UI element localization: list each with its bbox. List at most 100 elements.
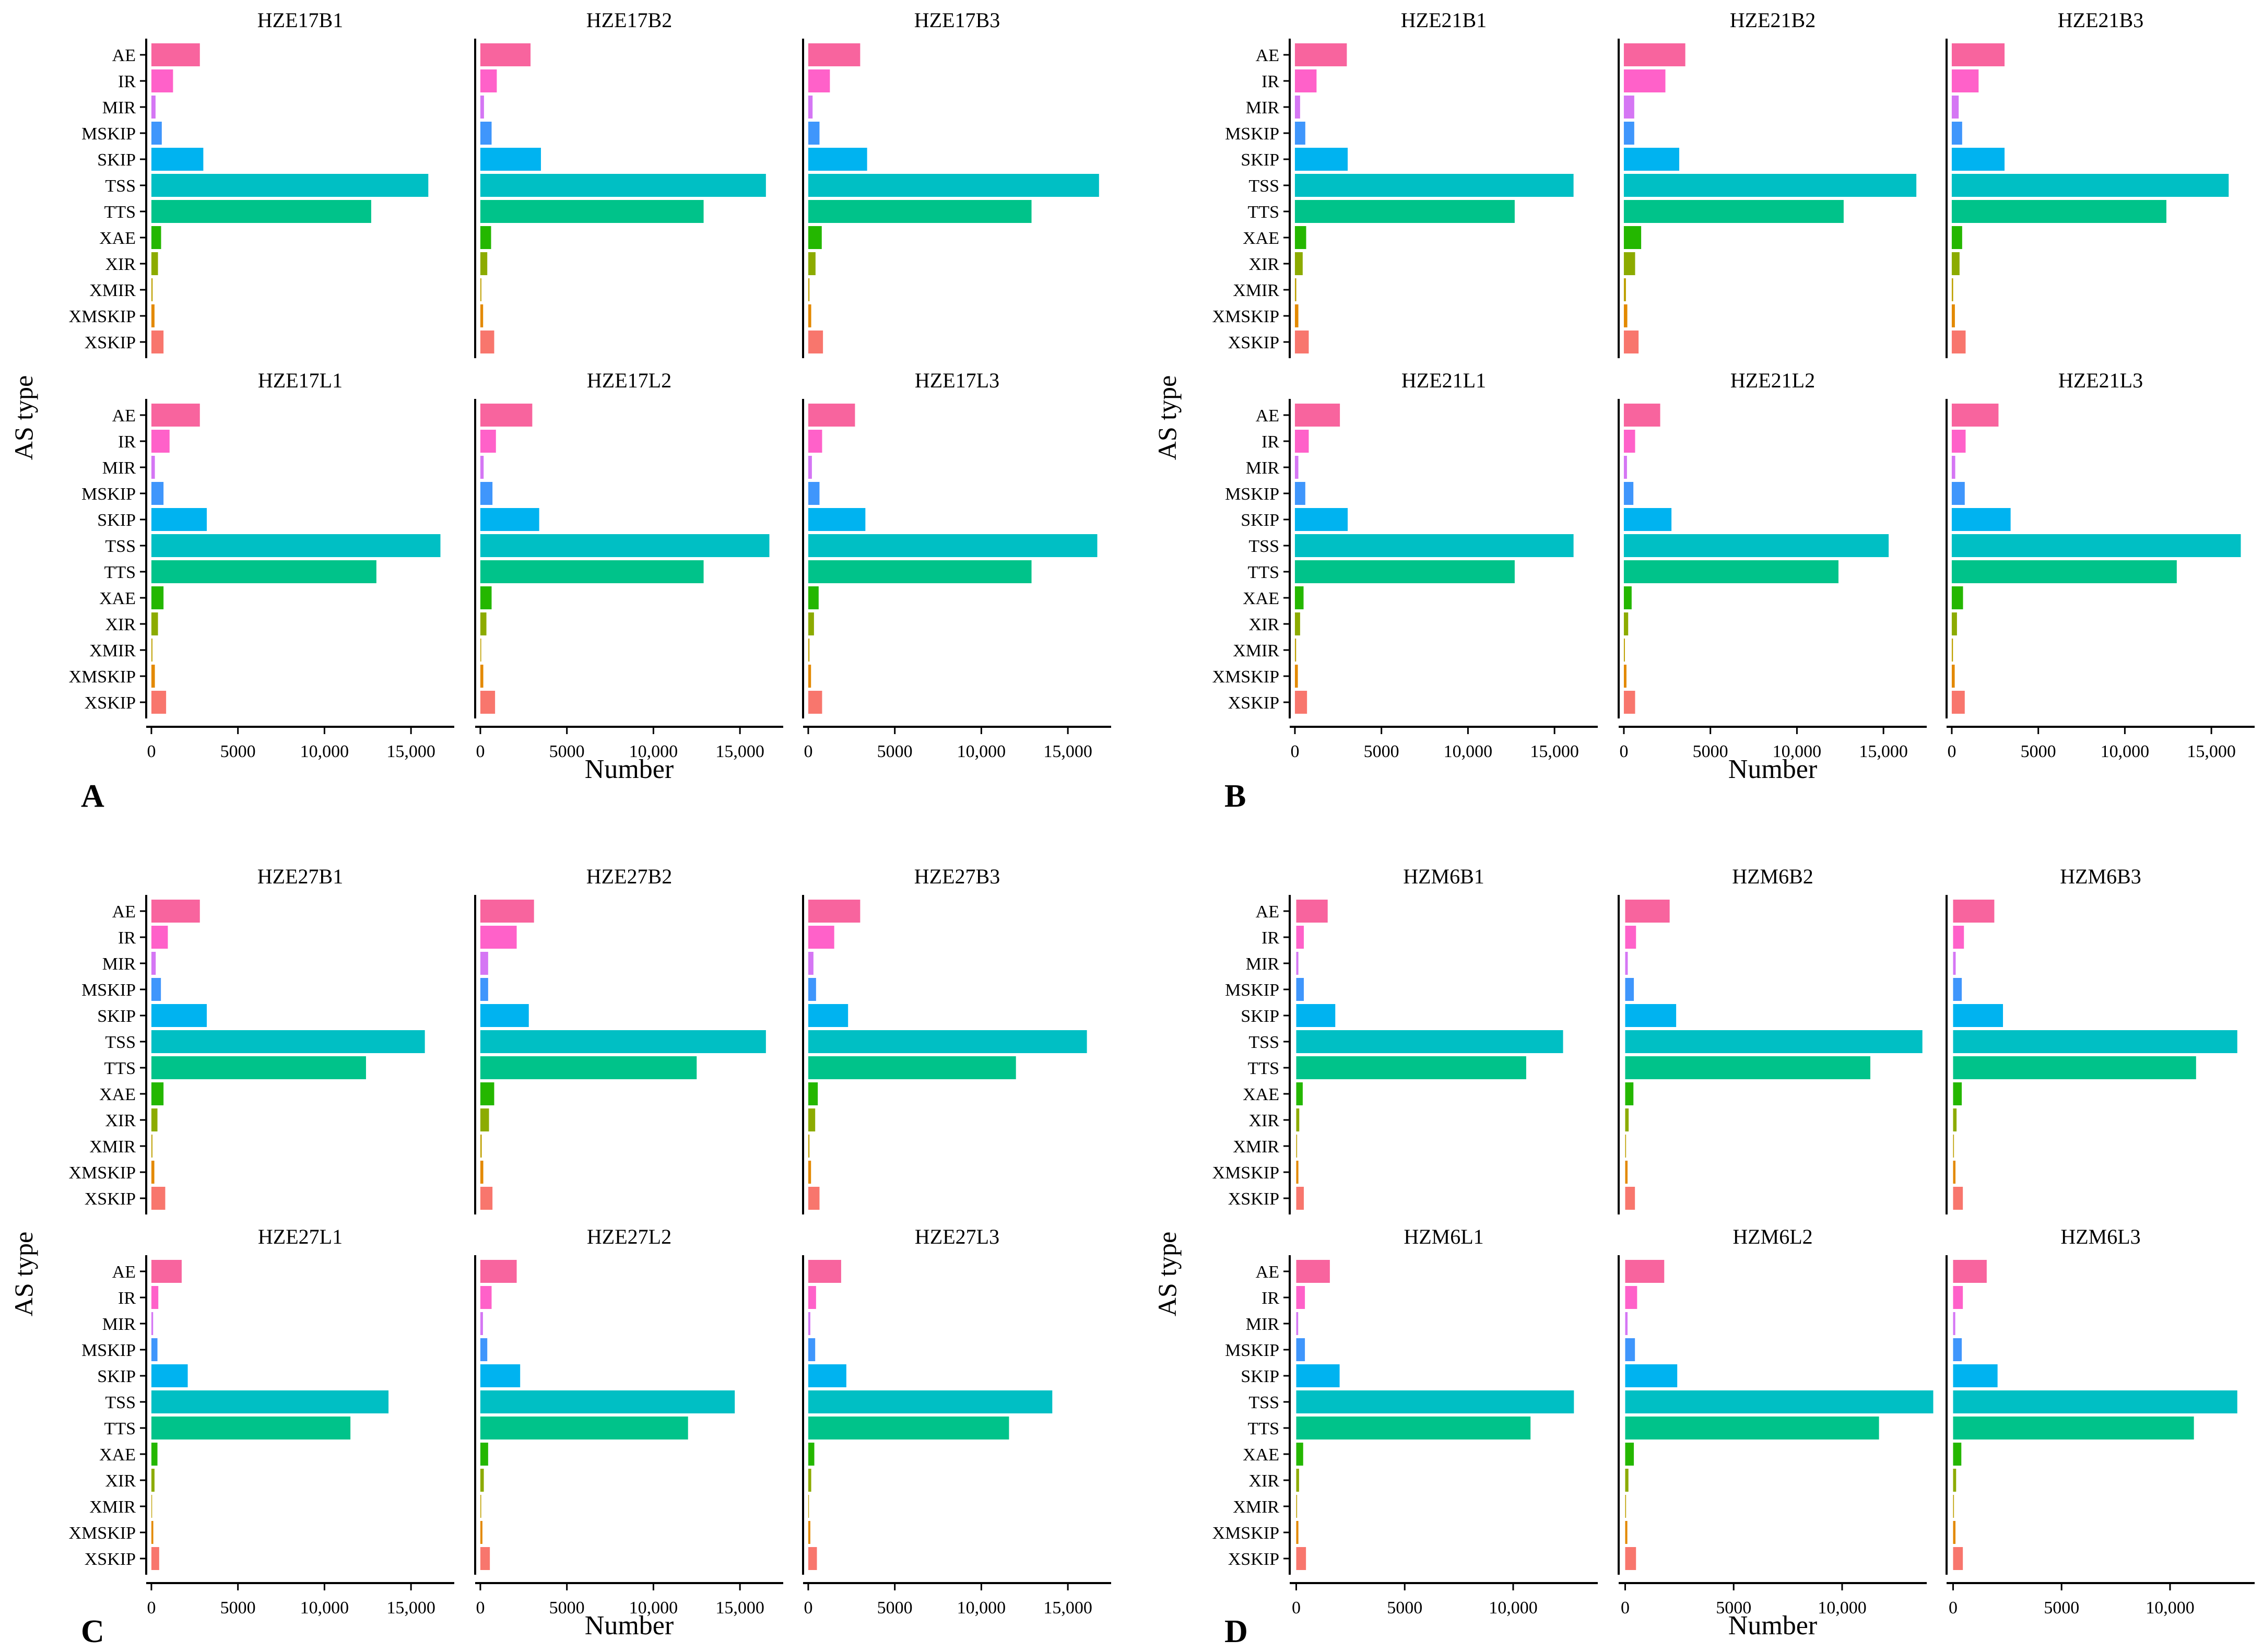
bar-hze21b3-ae	[1951, 43, 2005, 66]
bar-hzm6b2-xmir	[1625, 1135, 1626, 1158]
bar-hze17b3-tss	[808, 174, 1099, 197]
bar-hze21b1-xskip	[1294, 331, 1309, 353]
y-tick-label-tss: TSS	[105, 1033, 136, 1052]
y-tick-label-tss: TSS	[1248, 1033, 1279, 1052]
bar-hze27b3-xmir	[808, 1135, 810, 1158]
y-tick-label-tss: TSS	[105, 537, 136, 556]
y-tick-label-mir: MIR	[1246, 458, 1280, 478]
bar-hzm6l3-xmskip	[1953, 1521, 1956, 1544]
y-tick-label-xir: XIR	[1248, 615, 1279, 634]
bar-hze27b2-ae	[480, 900, 534, 923]
bar-hze17b1-xskip	[151, 331, 164, 353]
bar-hze27l1-tss	[151, 1390, 389, 1413]
bar-hze27b3-xae	[808, 1082, 818, 1105]
y-tick-label-tss: TSS	[1248, 1393, 1279, 1412]
bar-hzm6l1-tts	[1296, 1417, 1531, 1439]
bar-hze17b3-xae	[808, 226, 822, 249]
bar-hze17b2-skip	[480, 148, 541, 171]
bar-hzm6l3-mskip	[1953, 1338, 1962, 1361]
y-tick-label-xmskip: XMSKIP	[69, 307, 136, 326]
y-tick-label-xskip: XSKIP	[1228, 1550, 1279, 1569]
bar-hze27b3-tts	[808, 1056, 1016, 1079]
facet-title-hze17b1: HZE17B1	[257, 8, 343, 32]
y-axis-title: AS type	[1152, 375, 1182, 461]
facet-title-hze27l2: HZE27L2	[587, 1225, 671, 1248]
x-tick-label: 5000	[1693, 742, 1728, 761]
bar-hze21l1-tss	[1294, 534, 1574, 557]
y-tick-label-xmskip: XMSKIP	[69, 1524, 136, 1543]
bar-hze17l2-xae	[480, 586, 492, 609]
bar-hzm6l3-tss	[1953, 1390, 2237, 1413]
bar-hze17l2-tts	[480, 560, 704, 583]
bar-hze17l1-ae	[151, 404, 200, 427]
y-tick-label-ae: AE	[1256, 902, 1279, 922]
y-tick-label-tts: TTS	[104, 1419, 136, 1438]
bar-hzm6l3-xmir	[1953, 1495, 1954, 1518]
bar-hze27l1-ir	[151, 1286, 159, 1309]
x-tick-label: 15,000	[386, 1598, 435, 1618]
bar-hze21b2-ae	[1623, 43, 1686, 66]
bar-hze27l3-ir	[808, 1286, 816, 1309]
y-tick-label-xir: XIR	[105, 615, 136, 634]
bar-hze21l3-xae	[1951, 586, 1963, 609]
bar-hze27b3-xskip	[808, 1187, 820, 1210]
y-tick-label-xae: XAE	[99, 1445, 136, 1465]
bar-hze21l2-ir	[1623, 430, 1635, 453]
facet-title-hze21b2: HZE21B2	[1730, 8, 1816, 32]
bar-hze21b3-xmskip	[1951, 304, 1955, 327]
facet-title-hze17l2: HZE17L2	[587, 369, 671, 392]
y-tick-label-ir: IR	[118, 928, 136, 948]
bar-hze17l1-tss	[151, 534, 441, 557]
y-tick-label-xmir: XMIR	[89, 1497, 136, 1517]
bar-hze17l3-mskip	[808, 482, 820, 505]
bar-hze17b1-tts	[151, 200, 371, 223]
y-tick-label-tts: TTS	[1248, 563, 1279, 582]
bar-hze17b2-xmir	[480, 278, 481, 301]
bar-hze27l1-xmskip	[151, 1521, 154, 1544]
bar-hze27l3-xir	[808, 1469, 811, 1492]
bar-hzm6b2-xmskip	[1625, 1161, 1628, 1184]
bar-hze27l3-xmir	[808, 1495, 809, 1518]
y-axis-title: AS type	[9, 1232, 38, 1317]
bar-hzm6b1-mskip	[1296, 978, 1304, 1001]
bar-hze21b1-skip	[1294, 148, 1348, 171]
y-tick-label-xmskip: XMSKIP	[69, 1163, 136, 1183]
x-tick-label: 5000	[877, 742, 913, 761]
y-tick-label-xae: XAE	[99, 589, 136, 608]
bar-hzm6l2-mir	[1625, 1312, 1628, 1335]
bar-hze21l1-xmir	[1294, 639, 1296, 662]
y-tick-label-xmir: XMIR	[1233, 281, 1279, 300]
y-tick-label-ae: AE	[112, 1262, 136, 1282]
bar-hzm6b3-xir	[1953, 1108, 1957, 1131]
facet-title-hze17b3: HZE17B3	[914, 8, 1000, 32]
y-tick-label-skip: SKIP	[1241, 1007, 1279, 1026]
bar-hzm6b2-ae	[1625, 900, 1670, 923]
facet-title-hzm6l1: HZM6L1	[1404, 1225, 1483, 1248]
bar-hzm6l3-xae	[1953, 1443, 1962, 1466]
y-tick-label-xir: XIR	[1248, 255, 1279, 274]
bar-hze21l3-mskip	[1951, 482, 1965, 505]
facet-title-hze21b1: HZE21B1	[1401, 8, 1487, 32]
bar-hze27l1-mskip	[151, 1338, 158, 1361]
bar-hzm6b2-ir	[1625, 926, 1636, 949]
x-tick-label: 10,000	[300, 1598, 349, 1618]
bar-hze27l3-ae	[808, 1260, 841, 1283]
x-tick-label: 0	[804, 1598, 812, 1618]
bar-hze17b1-xmir	[151, 278, 153, 301]
bar-hze21l3-ir	[1951, 430, 1966, 453]
bar-hzm6l3-ae	[1953, 1260, 1987, 1283]
bar-hze27b2-ir	[480, 926, 517, 949]
y-tick-label-xir: XIR	[105, 1471, 136, 1491]
bar-hzm6l2-skip	[1625, 1364, 1678, 1387]
x-tick-label: 0	[1949, 1598, 1958, 1618]
y-tick-label-mskip: MSKIP	[1225, 1341, 1279, 1360]
bar-hze17b3-xmskip	[808, 304, 811, 327]
facet-title-hzm6b1: HZM6B1	[1403, 865, 1484, 888]
y-tick-label-xir: XIR	[1248, 1111, 1279, 1130]
bar-hze21b3-tss	[1951, 174, 2229, 197]
panel-letter-b: B	[1224, 778, 1246, 814]
x-tick-label: 15,000	[386, 742, 435, 761]
bar-hze27b3-ir	[808, 926, 834, 949]
x-tick-label: 5000	[549, 742, 585, 761]
bar-hze21b1-ir	[1294, 69, 1317, 92]
